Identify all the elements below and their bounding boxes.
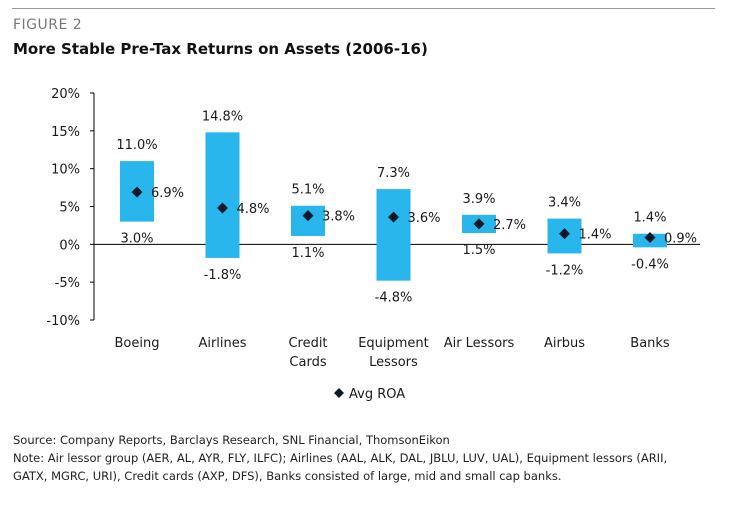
avg-label: 6.9% bbox=[151, 186, 184, 201]
high-label: 14.8% bbox=[202, 109, 243, 124]
figure-label: FIGURE 2 bbox=[13, 17, 83, 33]
high-label: 11.0% bbox=[116, 138, 157, 153]
y-tick-label: 5% bbox=[59, 201, 80, 216]
category-label: Cards bbox=[289, 355, 326, 370]
avg-marker bbox=[559, 228, 570, 240]
high-label: 3.9% bbox=[462, 192, 495, 207]
category-label: Banks bbox=[630, 336, 670, 351]
avg-marker bbox=[388, 211, 399, 223]
source-text: Source: Company Reports, Barclays Resear… bbox=[13, 433, 450, 447]
low-label: -4.8% bbox=[375, 291, 413, 306]
low-label: 1.1% bbox=[291, 246, 324, 261]
avg-marker bbox=[131, 186, 143, 198]
low-label: 1.5% bbox=[462, 243, 495, 258]
low-label: -1.8% bbox=[204, 268, 242, 283]
avg-marker bbox=[217, 202, 228, 214]
avg-label: 4.8% bbox=[237, 202, 270, 217]
low-label: -0.4% bbox=[631, 257, 669, 272]
avg-label: 2.7% bbox=[493, 218, 526, 233]
chart-title: More Stable Pre-Tax Returns on Assets (2… bbox=[13, 40, 428, 58]
category-label: Lessors bbox=[369, 355, 418, 370]
y-tick-label: 0% bbox=[59, 238, 80, 253]
note-line-1: Note: Air lessor group (AER, AL, AYR, FL… bbox=[13, 451, 668, 465]
category-label: Airbus bbox=[544, 336, 585, 351]
low-label: -1.2% bbox=[546, 263, 584, 278]
category-label: Boeing bbox=[115, 336, 160, 351]
top-rule bbox=[12, 8, 715, 9]
y-tick-label: 10% bbox=[51, 163, 80, 178]
notes: Source: Company Reports, Barclays Resear… bbox=[13, 431, 718, 485]
high-label: 5.1% bbox=[291, 183, 324, 198]
y-tick-label: 20% bbox=[51, 87, 80, 102]
high-label: 7.3% bbox=[377, 166, 410, 181]
avg-label: 0.9% bbox=[664, 232, 697, 247]
note-line-2: GATX, MGRC, URI), Credit cards (AXP, DFS… bbox=[13, 469, 562, 483]
low-label: 3.0% bbox=[120, 232, 153, 247]
y-tick-label: 15% bbox=[51, 125, 80, 140]
range-bar bbox=[205, 132, 240, 258]
avg-marker bbox=[644, 232, 656, 244]
y-tick-label: -5% bbox=[55, 276, 80, 291]
category-label: Airlines bbox=[198, 336, 246, 351]
legend-label: Avg ROA bbox=[349, 387, 405, 402]
avg-marker bbox=[302, 210, 314, 222]
avg-label: 3.6% bbox=[408, 211, 441, 226]
chart: 20% 15% 10% 5% 0% -5% -10% 11.0% 3.0% 6.9% Boeing 1… bbox=[46, 87, 700, 402]
avg-label: 1.4% bbox=[579, 228, 612, 243]
range-bar bbox=[376, 189, 411, 281]
legend-marker bbox=[334, 388, 344, 398]
category-label: Air Lessors bbox=[444, 336, 515, 351]
high-label: 3.4% bbox=[548, 196, 581, 211]
avg-marker bbox=[473, 218, 485, 230]
high-label: 1.4% bbox=[633, 211, 666, 226]
category-label: Credit bbox=[288, 336, 327, 351]
y-tick-label: -10% bbox=[46, 314, 80, 329]
avg-label: 3.8% bbox=[322, 210, 355, 225]
category-label: Equipment bbox=[358, 336, 429, 351]
